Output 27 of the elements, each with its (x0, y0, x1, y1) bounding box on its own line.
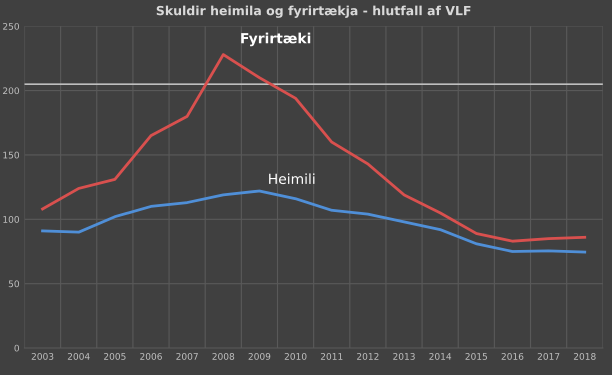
x-tick-label: 2015 (465, 353, 488, 360)
x-tick-label: 2011 (320, 353, 342, 360)
series-label: Fyrirtæki (241, 32, 310, 46)
y-tick-label: 200 (3, 87, 20, 94)
x-tick-label: 2008 (212, 353, 234, 360)
x-tick-label: 2014 (429, 353, 452, 360)
x-tick-label: 2004 (68, 353, 90, 360)
x-tick-label: 2007 (176, 353, 198, 360)
y-tick-label: 250 (3, 22, 20, 30)
chart-title: Skuldir heimila og fyrirtækja - hlutfall af VLF (156, 6, 470, 18)
x-tick-label: 2012 (357, 353, 378, 360)
x-tick-label: 2003 (32, 353, 54, 360)
x-tick-label: 2010 (284, 353, 306, 360)
x-tick-label: 2009 (248, 353, 270, 360)
line-series (41, 53, 586, 243)
series-label: Heimili (269, 173, 314, 184)
y-tick-label: 0 (14, 344, 20, 352)
x-tick-label: 2018 (574, 353, 596, 360)
x-tick-label: 2016 (502, 353, 524, 360)
x-tick-label: 2013 (393, 353, 415, 360)
line-series (41, 190, 586, 254)
y-tick-label: 50 (8, 280, 20, 288)
x-tick-label: 2017 (538, 353, 560, 360)
y-tick-label: 150 (3, 152, 20, 159)
y-tick-label: 100 (3, 216, 20, 223)
x-tick-label: 2005 (104, 353, 126, 360)
x-tick-label: 2006 (140, 353, 162, 360)
